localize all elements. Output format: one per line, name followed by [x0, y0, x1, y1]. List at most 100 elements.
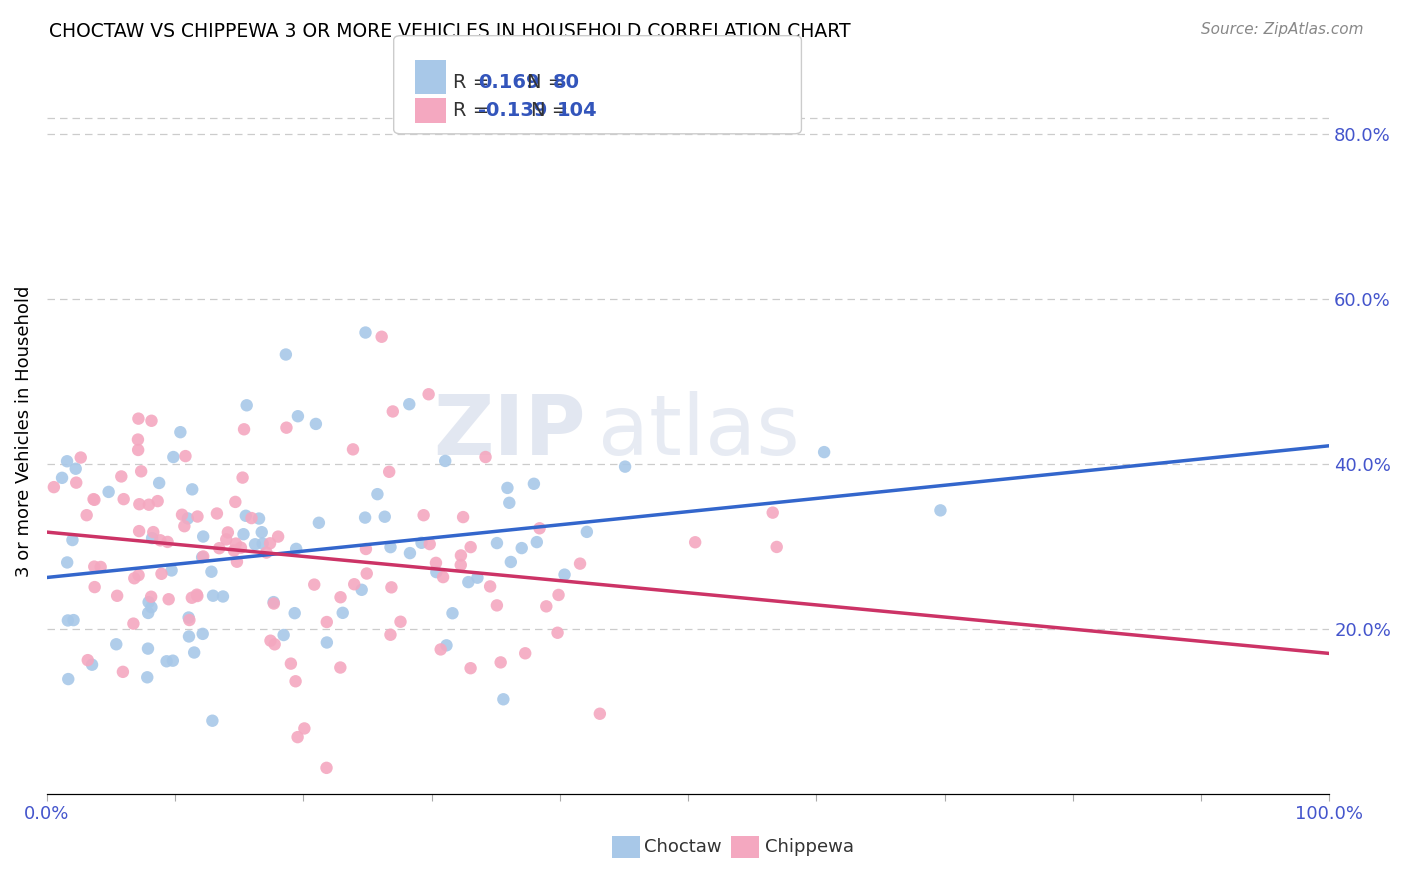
- Point: [589, 706, 612, 721]
- Text: atlas: atlas: [599, 391, 800, 472]
- Point: [202, 589, 225, 603]
- Point: [42, 480, 65, 494]
- Point: [51, 471, 73, 485]
- Point: [193, 529, 215, 543]
- Point: [226, 555, 249, 569]
- Point: [425, 565, 447, 579]
- Point: [150, 566, 173, 581]
- Point: [136, 641, 159, 656]
- Point: [575, 524, 598, 539]
- Point: [813, 445, 835, 459]
- Point: [235, 398, 257, 412]
- Text: -0.139: -0.139: [478, 101, 547, 120]
- Point: [83, 492, 105, 507]
- Point: [169, 425, 191, 440]
- Point: [284, 606, 307, 620]
- Text: ZIP: ZIP: [433, 391, 585, 472]
- Point: [124, 571, 146, 585]
- Point: [460, 540, 482, 554]
- Point: [380, 580, 402, 594]
- Point: [450, 549, 472, 563]
- Point: [191, 627, 214, 641]
- Y-axis label: 3 or more Vehicles in Household: 3 or more Vehicles in Household: [15, 285, 32, 577]
- Point: [252, 536, 274, 550]
- Point: [128, 524, 150, 538]
- Point: [292, 722, 315, 736]
- Point: [429, 642, 451, 657]
- Point: [139, 590, 162, 604]
- Point: [354, 326, 377, 340]
- Point: [148, 475, 170, 490]
- Point: [69, 450, 91, 465]
- Point: [523, 476, 546, 491]
- Point: [186, 589, 208, 603]
- Point: [156, 535, 179, 549]
- Point: [200, 565, 222, 579]
- Point: [62, 613, 84, 627]
- Point: [399, 546, 422, 560]
- Point: [162, 450, 184, 464]
- Point: [329, 660, 352, 674]
- Point: [411, 536, 433, 550]
- Point: [183, 646, 205, 660]
- Point: [274, 347, 297, 361]
- Point: [62, 533, 84, 547]
- Text: R =: R =: [453, 101, 495, 120]
- Point: [499, 555, 522, 569]
- Point: [529, 521, 551, 535]
- Point: [929, 503, 952, 517]
- Point: [181, 483, 204, 497]
- Point: [129, 464, 152, 478]
- Point: [217, 525, 239, 540]
- Point: [354, 510, 377, 524]
- Point: [105, 589, 128, 603]
- Point: [614, 459, 637, 474]
- Point: [186, 509, 208, 524]
- Point: [256, 545, 278, 559]
- Point: [263, 595, 285, 609]
- Point: [350, 582, 373, 597]
- Point: [547, 625, 569, 640]
- Point: [287, 730, 309, 744]
- Point: [90, 560, 112, 574]
- Point: [280, 657, 302, 671]
- Point: [374, 509, 396, 524]
- Point: [354, 541, 377, 556]
- Point: [162, 654, 184, 668]
- Point: [305, 417, 328, 431]
- Point: [343, 577, 366, 591]
- Point: [378, 465, 401, 479]
- Point: [208, 541, 231, 556]
- Point: [233, 422, 256, 436]
- Point: [485, 599, 508, 613]
- Point: [436, 638, 458, 652]
- Point: [398, 397, 420, 411]
- Point: [418, 387, 440, 401]
- Point: [186, 588, 208, 602]
- Point: [489, 656, 512, 670]
- Point: [273, 628, 295, 642]
- Point: [412, 508, 434, 523]
- Point: [65, 475, 87, 490]
- Point: [419, 537, 441, 551]
- Point: [259, 633, 281, 648]
- Point: [496, 481, 519, 495]
- Point: [308, 516, 330, 530]
- Point: [157, 592, 180, 607]
- Point: [201, 714, 224, 728]
- Point: [515, 646, 537, 660]
- Point: [141, 600, 163, 615]
- Point: [389, 615, 412, 629]
- Point: [510, 541, 533, 555]
- Point: [149, 533, 172, 548]
- Point: [160, 564, 183, 578]
- Point: [136, 670, 159, 684]
- Point: [122, 616, 145, 631]
- Point: [205, 507, 228, 521]
- Point: [569, 557, 592, 571]
- Point: [247, 511, 270, 525]
- Point: [58, 672, 80, 686]
- Point: [315, 635, 337, 649]
- Point: [76, 653, 98, 667]
- Point: [554, 567, 576, 582]
